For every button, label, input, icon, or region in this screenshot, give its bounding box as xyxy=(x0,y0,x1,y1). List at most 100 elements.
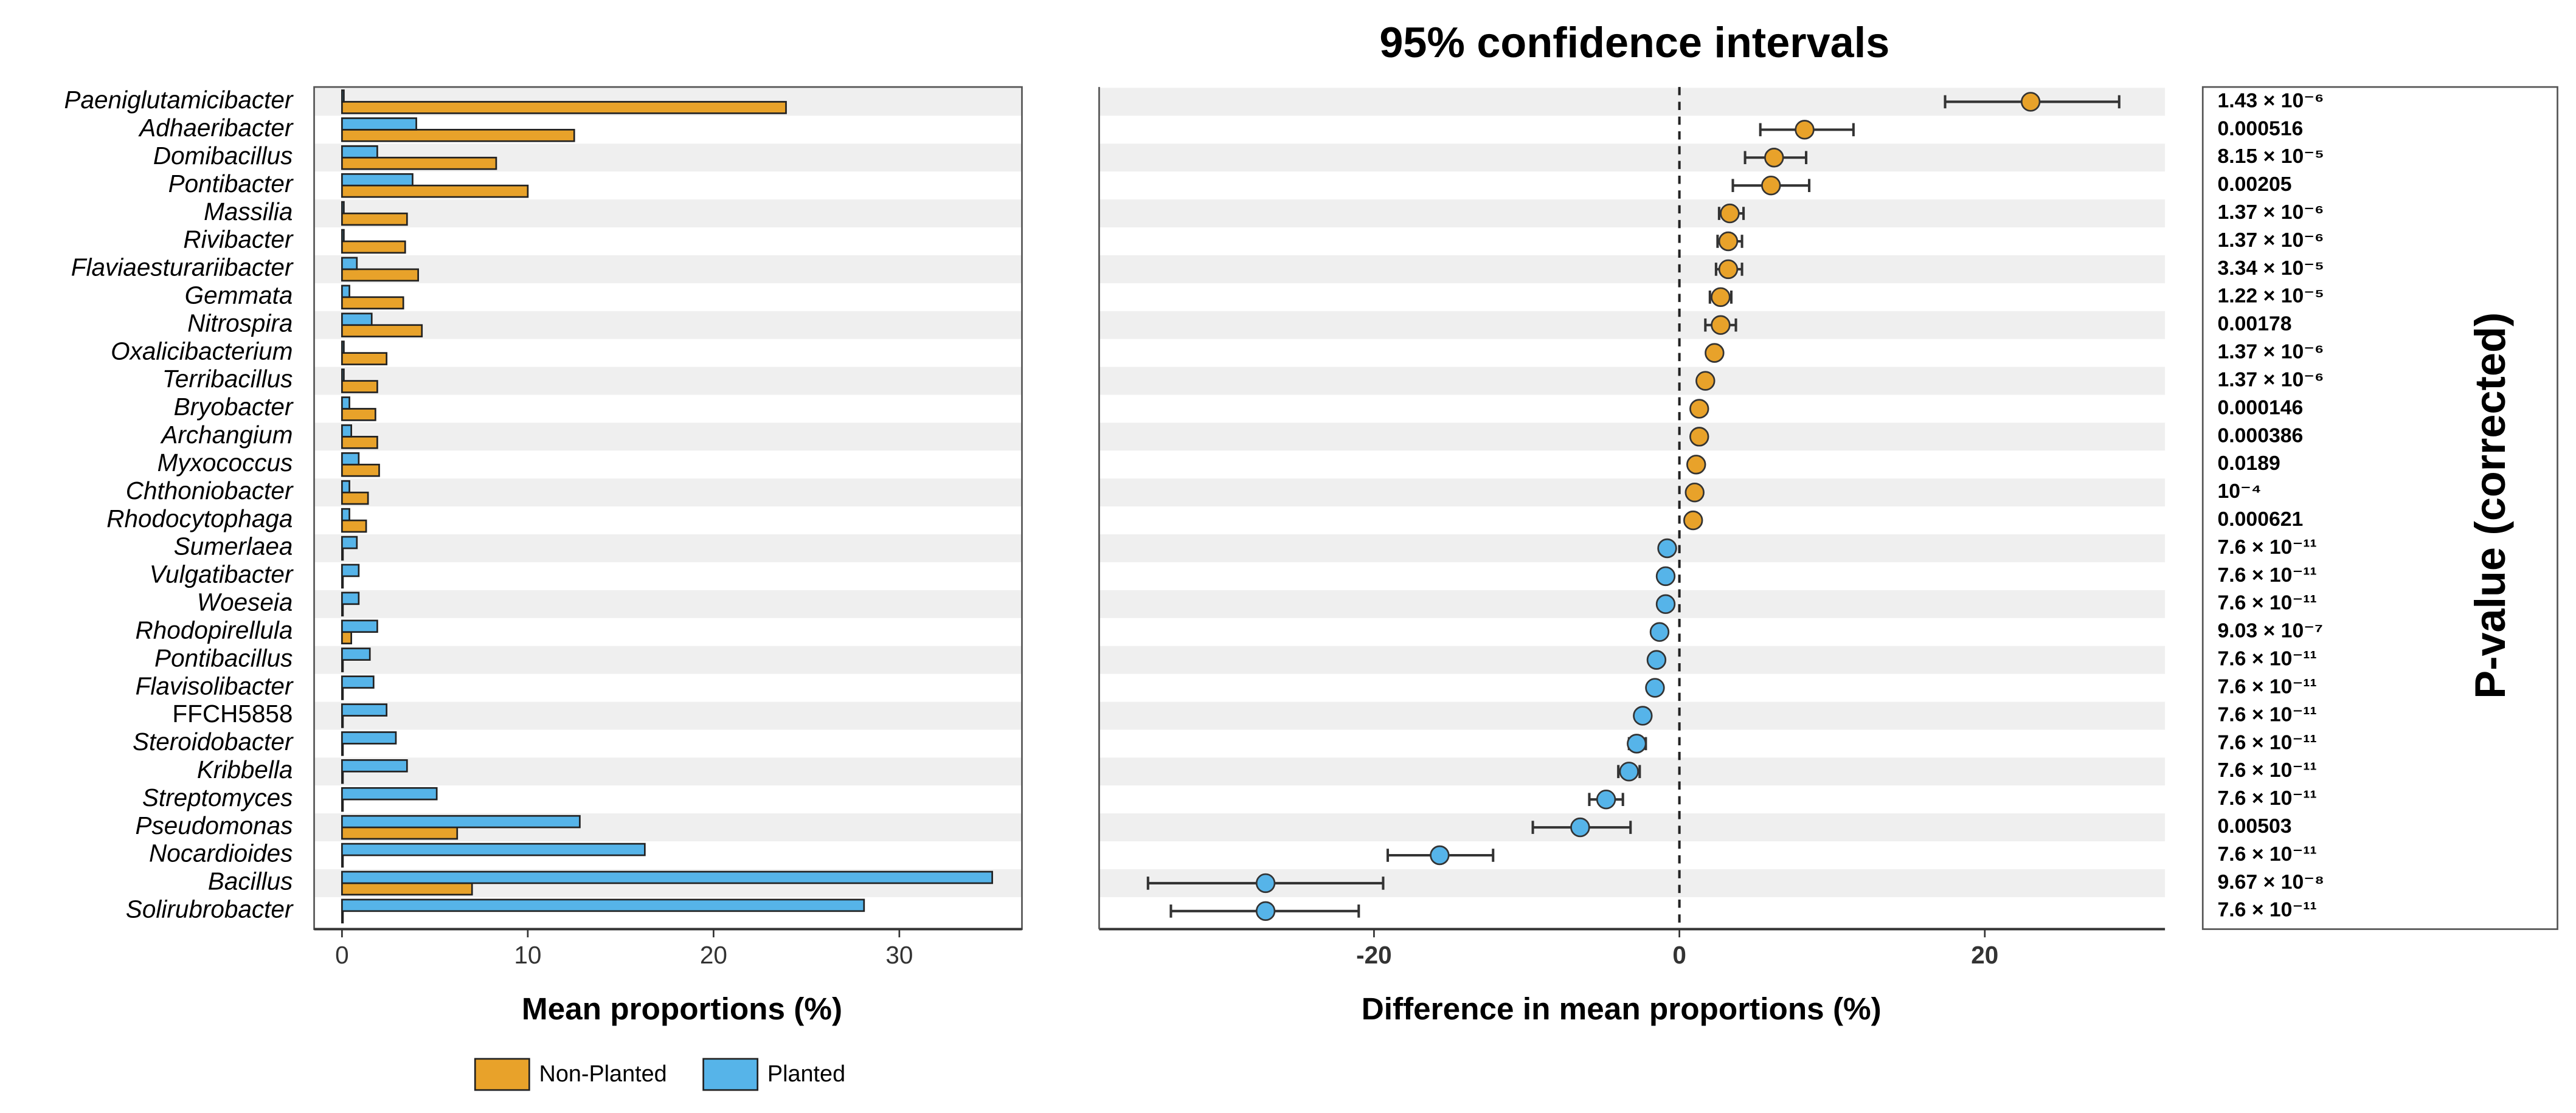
point xyxy=(1655,566,1676,587)
bar xyxy=(341,826,459,840)
category-label: Sumerlaea xyxy=(174,532,293,560)
point xyxy=(1255,901,1276,922)
point xyxy=(1695,371,1716,391)
point xyxy=(1596,789,1616,810)
p-value-title: P-value (corrected) xyxy=(2466,312,2514,699)
category-label: Flaviaesturariibacter xyxy=(71,253,294,281)
p-value: 9.03 × 10⁻⁷ xyxy=(2218,619,2323,643)
category-label: Woeseia xyxy=(197,588,293,616)
point xyxy=(2020,92,2041,112)
p-value: 1.37 × 10⁻⁶ xyxy=(2218,229,2324,252)
category-label: Myxococcus xyxy=(158,449,293,477)
bar xyxy=(341,759,408,773)
point xyxy=(1795,120,1815,140)
bar xyxy=(341,408,376,421)
point xyxy=(1255,873,1276,894)
category-label: Nitrospira xyxy=(187,309,293,337)
bar xyxy=(341,184,529,198)
p-value: 3.34 × 10⁻⁵ xyxy=(2218,257,2324,280)
bar xyxy=(341,145,378,159)
point xyxy=(1689,399,1709,419)
bar xyxy=(341,436,378,449)
category-label: Steroidobacter xyxy=(133,728,294,756)
bar xyxy=(341,563,360,577)
bar xyxy=(341,424,353,438)
point xyxy=(1633,706,1653,726)
p-value: 0.000516 xyxy=(2218,117,2304,140)
x-axis-title: Mean proportions (%) xyxy=(522,991,842,1026)
bar xyxy=(341,798,344,812)
bar xyxy=(341,675,375,689)
bar xyxy=(341,687,344,700)
point xyxy=(1627,734,1647,754)
bar xyxy=(341,631,353,644)
bar xyxy=(341,201,345,215)
p-value: 0.00178 xyxy=(2218,312,2292,336)
row-stripe xyxy=(314,757,1022,786)
p-value: 7.6 × 10⁻¹¹ xyxy=(2218,759,2317,782)
point xyxy=(1705,343,1725,363)
p-value: 1.37 × 10⁻⁶ xyxy=(2218,340,2324,364)
category-label: Pontibacter xyxy=(168,170,294,198)
category-label: Massilia xyxy=(204,198,293,226)
point xyxy=(1657,538,1677,559)
point xyxy=(1711,287,1731,308)
bar xyxy=(341,396,350,410)
p-value: 0.000621 xyxy=(2218,508,2304,531)
bar xyxy=(341,910,344,924)
bar xyxy=(341,547,344,561)
x-tick-label: -20 xyxy=(1356,941,1392,969)
category-label: Kribbella xyxy=(197,756,293,784)
category-label: Terribacillus xyxy=(162,365,293,393)
bar xyxy=(341,882,473,896)
p-value: 10⁻⁴ xyxy=(2218,480,2262,503)
point xyxy=(1761,175,1781,196)
p-value: 1.37 × 10⁻⁶ xyxy=(2218,201,2324,224)
bar xyxy=(341,536,358,550)
bar xyxy=(341,815,581,829)
row-stripe xyxy=(1099,255,2166,283)
point xyxy=(1655,594,1676,615)
category-label: Pontibacillus xyxy=(154,644,293,672)
row-stripe xyxy=(314,478,1022,507)
category-label: Flavisolibacter xyxy=(136,672,294,700)
bar xyxy=(341,101,787,114)
point xyxy=(1683,510,1703,531)
bar xyxy=(341,731,397,745)
category-label: Pseudomonas xyxy=(136,811,293,839)
x-tick-label: 30 xyxy=(885,941,913,969)
bar xyxy=(341,843,646,856)
p-value: 7.6 × 10⁻¹¹ xyxy=(2218,731,2317,754)
bar xyxy=(341,519,367,533)
bar xyxy=(341,324,423,337)
row-stripe xyxy=(314,422,1022,451)
category-label: Nocardioides xyxy=(149,839,293,867)
bar xyxy=(341,463,380,477)
bar xyxy=(341,117,417,131)
category-label: Oxalicibacterium xyxy=(111,337,293,365)
bar xyxy=(341,284,350,298)
bar xyxy=(341,173,414,187)
point xyxy=(1619,762,1639,782)
row-stripe xyxy=(314,367,1022,395)
point xyxy=(1684,482,1705,503)
category-label: Domibacillus xyxy=(153,142,293,170)
p-value: 0.000386 xyxy=(2218,424,2304,447)
category-label: Paeniglutamicibacter xyxy=(64,86,293,114)
p-value: 7.6 × 10⁻¹¹ xyxy=(2218,591,2317,615)
x-tick-label: 20 xyxy=(700,941,727,969)
row-stripe xyxy=(1099,311,2166,339)
bar xyxy=(341,854,344,868)
point xyxy=(1711,315,1731,335)
category-label: Solirubrobacter xyxy=(126,895,294,923)
p-value: 1.43 × 10⁻⁶ xyxy=(2218,89,2324,112)
point xyxy=(1686,455,1706,475)
p-value: 0.000146 xyxy=(2218,396,2304,419)
p-value: 7.6 × 10⁻¹¹ xyxy=(2218,843,2317,866)
bar xyxy=(341,491,369,505)
row-stripe xyxy=(1099,143,2166,172)
row-stripe xyxy=(1099,478,2166,507)
row-stripe xyxy=(314,534,1022,562)
row-stripe xyxy=(314,590,1022,618)
